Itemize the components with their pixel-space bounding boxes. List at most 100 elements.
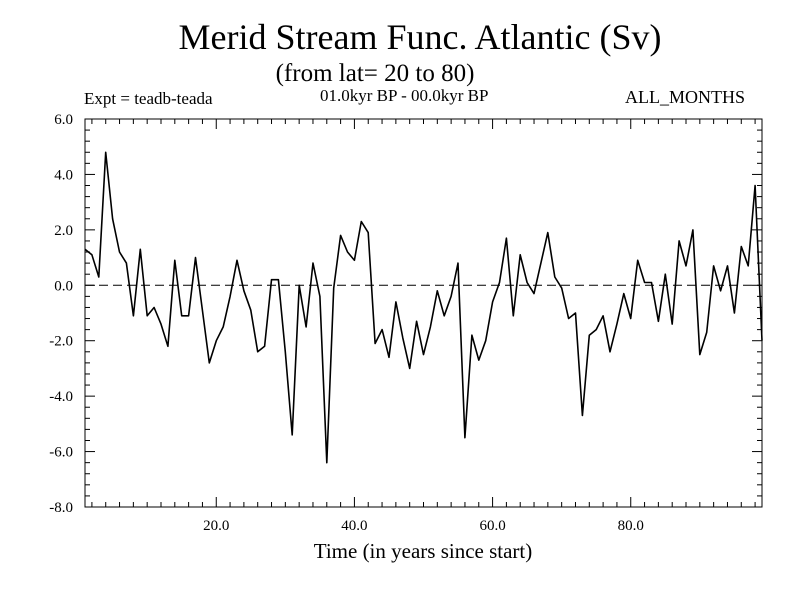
data-point bbox=[588, 334, 590, 336]
series-line bbox=[84, 151, 763, 464]
data-point bbox=[761, 340, 763, 342]
data-point bbox=[678, 240, 680, 242]
data-point bbox=[201, 309, 203, 311]
data-point bbox=[215, 340, 217, 342]
axis-tick-labels: 20.0 40.0 60.0 80.0 -8.0 -6.0 -4.0 -2.0 0.0 2.0 4.… bbox=[49, 112, 644, 534]
data-point bbox=[685, 265, 687, 267]
data-point bbox=[139, 248, 141, 250]
data-point bbox=[436, 290, 438, 292]
data-point bbox=[567, 317, 569, 319]
data-point bbox=[471, 334, 473, 336]
data-point bbox=[712, 265, 714, 267]
data-point bbox=[733, 312, 735, 314]
data-point bbox=[298, 284, 300, 286]
data-point bbox=[194, 256, 196, 258]
data-point bbox=[512, 315, 514, 317]
data-point bbox=[623, 292, 625, 294]
data-point bbox=[560, 287, 562, 289]
data-point bbox=[402, 337, 404, 339]
data-point bbox=[609, 351, 611, 353]
data-point bbox=[146, 315, 148, 317]
data-point bbox=[491, 301, 493, 303]
x-tick-label: 40.0 bbox=[341, 518, 367, 534]
data-point bbox=[312, 262, 314, 264]
data-point bbox=[105, 151, 107, 153]
chart-title: Merid Stream Func. Atlantic (Sv) bbox=[178, 17, 662, 57]
data-point bbox=[719, 290, 721, 292]
data-point bbox=[747, 265, 749, 267]
data-point bbox=[284, 351, 286, 353]
y-tick-label: 4.0 bbox=[54, 167, 73, 183]
data-point bbox=[277, 279, 279, 281]
data-point bbox=[554, 276, 556, 278]
data-point bbox=[643, 281, 645, 283]
chart-subtitle: (from lat= 20 to 80) bbox=[275, 60, 475, 87]
data-point bbox=[657, 320, 659, 322]
data-point bbox=[484, 340, 486, 342]
data-point bbox=[263, 345, 265, 347]
data-point bbox=[326, 461, 328, 463]
data-point bbox=[187, 315, 189, 317]
y-tick-label: 6.0 bbox=[54, 112, 73, 128]
data-point bbox=[408, 367, 410, 369]
data-point bbox=[346, 251, 348, 253]
data-point bbox=[353, 259, 355, 261]
data-point bbox=[699, 353, 701, 355]
data-point bbox=[450, 295, 452, 297]
data-point bbox=[595, 328, 597, 330]
y-tick-label: -8.0 bbox=[49, 500, 73, 516]
data-point bbox=[332, 287, 334, 289]
series-points bbox=[84, 151, 763, 464]
data-point bbox=[339, 234, 341, 236]
data-point bbox=[429, 326, 431, 328]
data-point bbox=[574, 312, 576, 314]
data-point bbox=[125, 262, 127, 264]
data-point bbox=[236, 259, 238, 261]
x-axis-title: Time (in years since start) bbox=[314, 539, 533, 563]
data-point bbox=[381, 328, 383, 330]
data-point bbox=[478, 359, 480, 361]
data-point bbox=[415, 320, 417, 322]
data-point bbox=[630, 317, 632, 319]
data-point bbox=[160, 323, 162, 325]
data-point bbox=[360, 220, 362, 222]
experiment-label: Expt = teadb-teada bbox=[84, 89, 213, 108]
data-point bbox=[229, 295, 231, 297]
data-point bbox=[740, 245, 742, 247]
data-point bbox=[671, 323, 673, 325]
x-tick-label: 60.0 bbox=[479, 518, 505, 534]
data-point bbox=[540, 262, 542, 264]
data-point bbox=[167, 345, 169, 347]
data-point bbox=[443, 315, 445, 317]
data-point bbox=[726, 265, 728, 267]
data-point bbox=[132, 315, 134, 317]
data-point bbox=[692, 229, 694, 231]
data-point bbox=[457, 262, 459, 264]
data-point bbox=[181, 315, 183, 317]
data-point bbox=[91, 254, 93, 256]
y-tick-label: -6.0 bbox=[49, 445, 73, 461]
data-point bbox=[243, 290, 245, 292]
data-point bbox=[98, 276, 100, 278]
data-point bbox=[222, 326, 224, 328]
data-point bbox=[118, 251, 120, 253]
data-point bbox=[270, 279, 272, 281]
data-point bbox=[533, 292, 535, 294]
data-point bbox=[374, 342, 376, 344]
data-point bbox=[84, 248, 86, 250]
data-point bbox=[602, 315, 604, 317]
y-tick-label: 2.0 bbox=[54, 223, 73, 239]
axis-ticks bbox=[85, 118, 762, 508]
data-point bbox=[395, 301, 397, 303]
data-point bbox=[519, 254, 521, 256]
data-point bbox=[636, 259, 638, 261]
data-point bbox=[754, 184, 756, 186]
data-point bbox=[291, 434, 293, 436]
data-point bbox=[208, 362, 210, 364]
x-tick-label: 80.0 bbox=[618, 518, 644, 534]
data-point bbox=[388, 356, 390, 358]
x-tick-label: 20.0 bbox=[203, 518, 229, 534]
data-point bbox=[422, 353, 424, 355]
y-tick-label: -4.0 bbox=[49, 389, 73, 405]
data-point bbox=[257, 351, 259, 353]
